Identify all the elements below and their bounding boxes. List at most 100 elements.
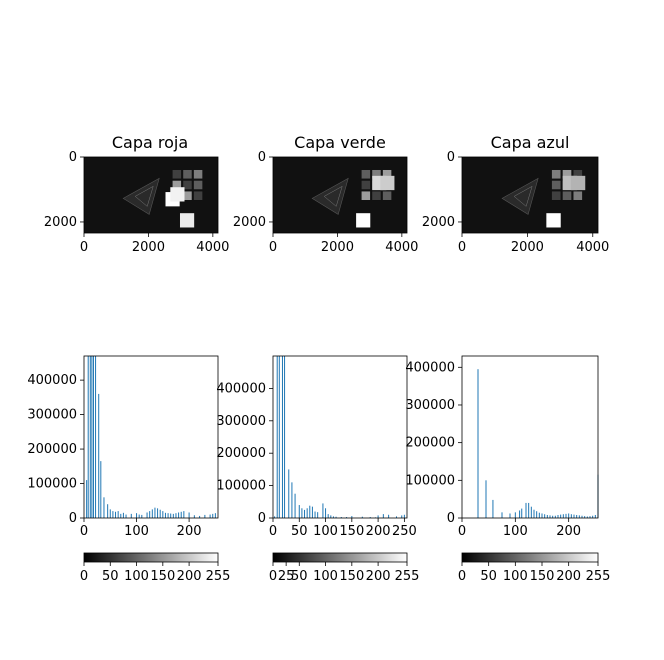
histogram-bar bbox=[209, 514, 211, 518]
histogram-bar bbox=[544, 514, 546, 518]
histogram-bar bbox=[538, 512, 540, 518]
histogram-bar bbox=[95, 356, 97, 518]
histogram-bar bbox=[327, 514, 329, 518]
x-tick-label: 0 bbox=[269, 240, 277, 255]
y-tick-label: 400000 bbox=[216, 381, 266, 396]
histogram-bar bbox=[304, 509, 306, 518]
y-tick-label: 400000 bbox=[27, 373, 77, 388]
histogram-bar bbox=[138, 514, 140, 518]
x-tick-label: 0 bbox=[458, 524, 466, 539]
plot-frame bbox=[272, 355, 408, 519]
histogram-bar bbox=[306, 508, 308, 518]
histogram-bar bbox=[204, 514, 206, 518]
plot-area bbox=[273, 356, 407, 518]
histogram-bar bbox=[146, 512, 148, 518]
colorbar-tick-label: 200 bbox=[177, 569, 202, 584]
histogram-bar bbox=[212, 513, 214, 518]
histogram-bar bbox=[562, 514, 564, 518]
x-tick-label: 250 bbox=[392, 524, 417, 539]
histogram-bar bbox=[301, 508, 303, 518]
histogram-bar bbox=[86, 480, 88, 518]
colorbar-blue: 0 50 100 150 200 255 bbox=[458, 552, 610, 584]
image-bright-square bbox=[179, 213, 195, 228]
histogram-bar bbox=[157, 508, 159, 518]
colorbar-tick-label: 100 bbox=[124, 569, 149, 584]
histogram-bar bbox=[584, 516, 586, 518]
histogram-bar bbox=[125, 514, 127, 518]
histogram-bar bbox=[183, 511, 185, 518]
histogram-bar bbox=[180, 511, 182, 518]
histogram-bar bbox=[172, 513, 174, 518]
histogram-bar bbox=[552, 515, 554, 518]
histogram-bar bbox=[541, 513, 543, 518]
plot-frame bbox=[461, 355, 599, 519]
histogram-bar bbox=[98, 393, 100, 518]
histogram-bar bbox=[162, 511, 164, 518]
histogram-bar bbox=[573, 514, 575, 518]
histogram-bar bbox=[136, 513, 138, 518]
colorbar-gradient bbox=[461, 552, 599, 563]
histogram-bar bbox=[382, 514, 384, 518]
image-cube-cell bbox=[551, 180, 561, 190]
histogram-bar bbox=[533, 509, 535, 518]
histogram-bar bbox=[403, 514, 405, 518]
x-tick-label: 0 bbox=[80, 524, 88, 539]
x-tick-label: 150 bbox=[339, 524, 364, 539]
x-tick-label: 50 bbox=[291, 524, 308, 539]
histogram-bar bbox=[109, 509, 111, 518]
histogram-bar bbox=[377, 515, 379, 518]
histogram-bar bbox=[576, 514, 578, 518]
histogram-bar bbox=[514, 512, 516, 518]
image-frame bbox=[83, 156, 219, 234]
histogram-bar bbox=[554, 515, 556, 518]
histogram-bar bbox=[351, 516, 353, 518]
image-object-edge bbox=[134, 185, 154, 207]
colorbar-tick-label: 100 bbox=[313, 569, 338, 584]
image-object bbox=[311, 177, 349, 215]
image-cube-cell bbox=[372, 169, 381, 179]
colorbar-tick-label: 100 bbox=[503, 569, 528, 584]
histogram-bar bbox=[501, 512, 503, 518]
histogram-bar bbox=[117, 511, 119, 518]
histogram-bar bbox=[188, 512, 190, 518]
image-cube-cell bbox=[382, 191, 392, 201]
y-tick-label: 300000 bbox=[216, 414, 266, 429]
histogram-blue: 0 100 200 0 100000 200000 300000 400000 bbox=[405, 355, 599, 539]
colorbar-tick-label: 0 bbox=[458, 569, 466, 584]
histogram-bar bbox=[159, 509, 161, 518]
x-tick-label: 0 bbox=[458, 240, 466, 255]
image-bright-square bbox=[380, 175, 395, 191]
histogram-bar bbox=[274, 516, 276, 518]
y-tick-label: 0 bbox=[258, 511, 266, 526]
x-tick-label: 200 bbox=[556, 524, 581, 539]
image-frame bbox=[272, 156, 408, 234]
histogram-bar bbox=[536, 511, 538, 518]
histogram-bar bbox=[278, 356, 280, 518]
histogram-bar bbox=[528, 502, 530, 518]
histogram-bar bbox=[89, 356, 91, 518]
histogram-bar bbox=[141, 514, 143, 518]
histogram-bar bbox=[335, 516, 337, 518]
histogram-bar bbox=[549, 515, 551, 518]
image-cube-cell bbox=[183, 180, 192, 190]
y-tick-label: 200000 bbox=[405, 436, 455, 451]
colorbar-tick-label: 50 bbox=[291, 569, 308, 584]
histogram-bar bbox=[276, 356, 278, 518]
y-tick-label: 2000 bbox=[233, 215, 266, 230]
y-tick-label: 400000 bbox=[405, 360, 455, 375]
plot-area bbox=[462, 356, 598, 518]
colorbar-tick-label: 25 bbox=[278, 569, 295, 584]
histogram-bar bbox=[509, 513, 511, 518]
image-cube-cell bbox=[193, 180, 203, 190]
colorbar-tick-label: 150 bbox=[339, 569, 364, 584]
x-tick-label: 0 bbox=[269, 524, 277, 539]
image-cube-cell bbox=[573, 169, 583, 179]
histogram-bar bbox=[581, 515, 583, 518]
histogram-bar bbox=[388, 514, 390, 518]
image-cube-cell bbox=[562, 191, 572, 201]
histogram-bar bbox=[570, 514, 572, 518]
y-tick-label: 0 bbox=[258, 150, 266, 165]
histogram-bar bbox=[151, 509, 153, 518]
image-cube-cell bbox=[551, 169, 561, 179]
